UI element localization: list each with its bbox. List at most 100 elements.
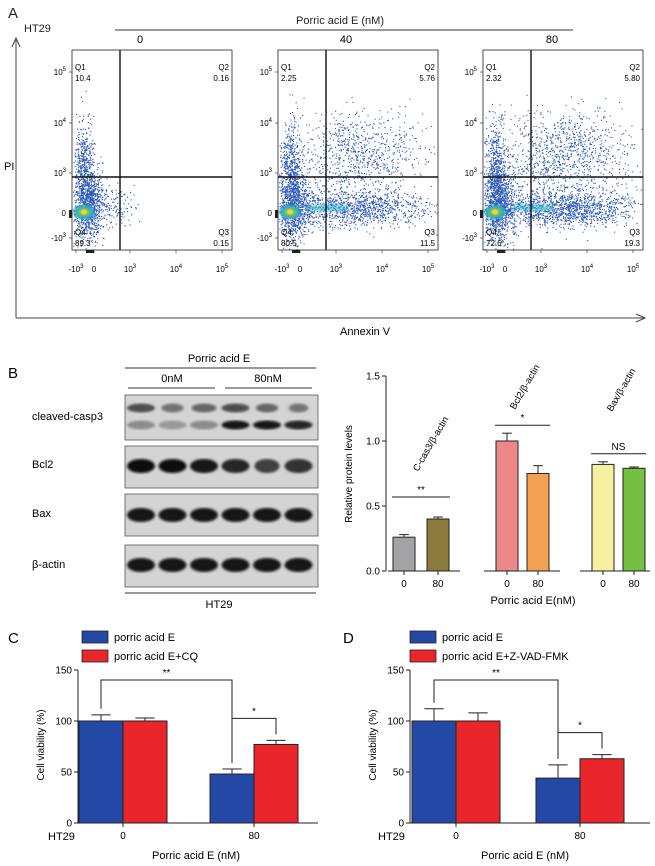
y-axis-label: Cell viability (%) bbox=[36, 709, 47, 780]
blot-cleaved-casp3 bbox=[124, 394, 319, 441]
band bbox=[158, 459, 187, 473]
y-tick-label: 0 bbox=[66, 819, 72, 830]
band bbox=[284, 420, 313, 430]
group-label: Bcl2/β-actin bbox=[508, 363, 542, 412]
legend-d-text-1: porric acid E bbox=[442, 632, 503, 644]
x-tick-label: 0 bbox=[401, 579, 407, 590]
bar-porric acid E-0 bbox=[411, 720, 457, 824]
x-tick-label: 0 bbox=[600, 579, 606, 590]
band bbox=[161, 403, 184, 413]
band bbox=[221, 459, 250, 473]
x-tick: 105 bbox=[216, 264, 229, 274]
q3-label: Q3 bbox=[629, 228, 640, 237]
bar-Bax/β-actin-80 bbox=[622, 467, 646, 572]
band bbox=[127, 459, 155, 473]
band bbox=[127, 403, 155, 413]
flow-plot-40: Q1 2.25 Q2 5.76 Q4 80.5 Q3 11.5 105 104 103 0 -103 -1… bbox=[257, 49, 439, 274]
c-cellline: HT29 bbox=[48, 831, 75, 843]
significance-mark: NS bbox=[612, 442, 626, 453]
wb-dose-80: 80nM bbox=[254, 373, 282, 385]
panel-b-label: B bbox=[8, 365, 18, 382]
band bbox=[190, 558, 218, 572]
band bbox=[253, 420, 281, 430]
y-tick-label: 150 bbox=[55, 666, 72, 677]
treatment-label: Porric acid E (nM) bbox=[296, 15, 384, 27]
bar-C-cas3/β-actin-0 bbox=[392, 536, 416, 572]
group-label: Bax/β-actin bbox=[605, 367, 638, 414]
significance-mark: ** bbox=[492, 668, 500, 679]
panel-d-label: D bbox=[343, 630, 354, 647]
significance-mark: ** bbox=[163, 668, 171, 679]
legend-c-swatch-2 bbox=[81, 649, 109, 663]
q4-label: Q4 bbox=[281, 228, 292, 237]
plot-frame bbox=[71, 49, 233, 251]
q3-label: Q3 bbox=[218, 228, 229, 237]
y-tick: -103 bbox=[51, 233, 67, 243]
panel-d: D porric acid E porric acid E+Z-VAD-FMK … bbox=[343, 630, 650, 862]
x-tick-label: 80 bbox=[574, 831, 586, 842]
y-tick: 0 bbox=[268, 209, 273, 218]
y-tick: 104 bbox=[260, 118, 273, 128]
band bbox=[158, 508, 187, 522]
q2-value: 5.80 bbox=[624, 74, 640, 83]
y-tick-label: 1.5 bbox=[366, 372, 380, 383]
bar-porric acid E-0 bbox=[78, 720, 124, 824]
y-tick-label: 50 bbox=[393, 768, 405, 779]
x-tick: 0 bbox=[503, 265, 508, 274]
bar-porric acid E-80 bbox=[535, 777, 581, 824]
y-axis-label: Cell viability (%) bbox=[368, 709, 379, 780]
bar-porric acid E+CQ-0 bbox=[122, 720, 168, 824]
legend-c-swatch-1 bbox=[81, 630, 109, 644]
band bbox=[288, 403, 309, 413]
band bbox=[158, 420, 187, 430]
band bbox=[127, 508, 155, 522]
y-tick: 0 bbox=[473, 209, 478, 218]
x-tick-label: 80 bbox=[432, 579, 444, 590]
flow-plots: Q1 10.4 Q2 0.16 Q4 89.3 Q3 0.15 105 104 103 0 -103 -1… bbox=[51, 49, 644, 274]
plot-frame bbox=[277, 49, 439, 251]
flow-events bbox=[484, 94, 643, 251]
panel-c-label: C bbox=[8, 630, 19, 647]
dose-40: 40 bbox=[340, 34, 352, 46]
y-tick: -103 bbox=[462, 233, 478, 243]
band bbox=[127, 558, 155, 572]
y-tick-label: 1.0 bbox=[366, 437, 380, 448]
q4-label: Q4 bbox=[486, 228, 497, 237]
band bbox=[127, 420, 155, 430]
band bbox=[284, 558, 313, 572]
group-label: C-cas3/β-actin bbox=[411, 415, 451, 474]
y-tick: 105 bbox=[465, 67, 478, 77]
x-axis-label: Porric acid E(nM) bbox=[491, 595, 576, 607]
q4-value: 89.3 bbox=[75, 239, 91, 248]
q2-label: Q2 bbox=[629, 63, 640, 72]
x-tick: -103 bbox=[480, 264, 496, 274]
q3-label: Q3 bbox=[424, 228, 435, 237]
y-tick-label: 150 bbox=[387, 666, 404, 677]
bar-porric acid E+Z-VAD-FMK-0 bbox=[455, 720, 501, 824]
x-axis-label-annexin: Annexin V bbox=[340, 326, 391, 338]
band bbox=[255, 403, 279, 413]
wb-row-cleaved-casp3: cleaved-casp3 bbox=[32, 411, 103, 423]
y-tick-label: 0.0 bbox=[366, 567, 380, 578]
flow-events bbox=[279, 94, 438, 251]
dose-80: 80 bbox=[546, 34, 558, 46]
y-tick-label: 0 bbox=[398, 819, 404, 830]
y-tick: 103 bbox=[260, 168, 273, 178]
y-tick-label: 100 bbox=[55, 717, 72, 728]
bar-Bax/β-actin-0 bbox=[591, 463, 615, 572]
q3-value: 0.15 bbox=[213, 239, 229, 248]
y-axis-label-pi: PI bbox=[4, 161, 14, 173]
significance-mark: * bbox=[521, 413, 525, 424]
q4-value: 80.5 bbox=[281, 239, 297, 248]
western-blots bbox=[124, 394, 319, 588]
x-tick-label: 80 bbox=[628, 579, 640, 590]
blot-Bcl2 bbox=[124, 445, 319, 489]
band bbox=[191, 403, 217, 413]
y-tick: 105 bbox=[260, 67, 273, 77]
band bbox=[253, 558, 281, 572]
legend-c-text-2: porric acid E+CQ bbox=[114, 651, 199, 663]
band bbox=[221, 558, 250, 572]
x-arrow-head bbox=[635, 313, 647, 323]
